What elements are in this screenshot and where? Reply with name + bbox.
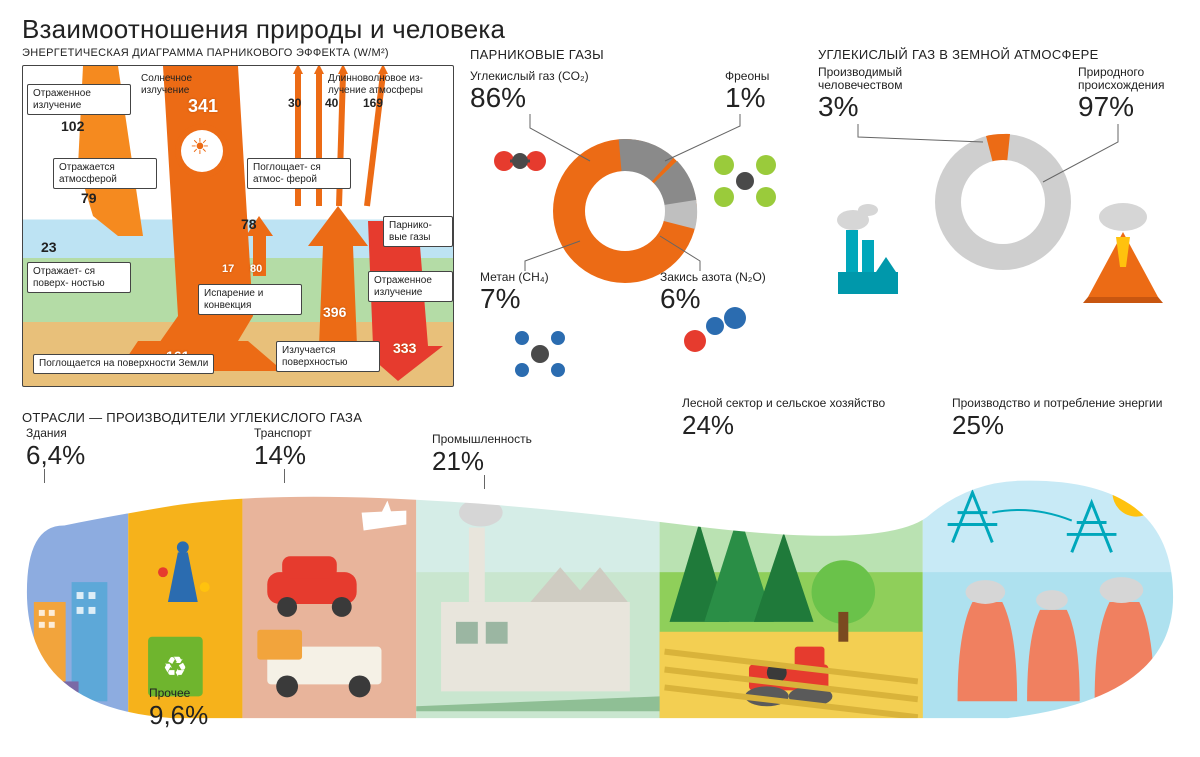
val-40: 40 — [325, 96, 338, 110]
sector-industry: Промышленность21% — [432, 433, 532, 477]
atmosphere-panel: УГЛЕКИСЛЫЙ ГАЗ В ЗЕМНОЙ АТМОСФЕРЕ Произв… — [818, 47, 1178, 387]
svg-text:♻: ♻ — [162, 651, 187, 682]
sector-forestry: Лесной сектор и сельское хозяйство24% — [682, 397, 885, 441]
lbl-absorb-surf: Поглощается на поверхности Земли — [33, 354, 214, 374]
lbl-reflected: Отраженное излучение — [27, 84, 131, 115]
page-title: Взаимоотношения природы и человека — [22, 14, 1196, 45]
sector-buildings: Здания6,4% — [26, 427, 85, 471]
gas-co2: Углекислый газ (CO₂)86% — [470, 70, 589, 114]
footprint: ♻ — [14, 453, 1186, 743]
val-333: 333 — [393, 340, 416, 356]
gas-n2o: Закись азота (N₂O)6% — [660, 271, 766, 315]
gas-freon: Фреоны1% — [725, 70, 769, 114]
lbl-absorb-atm: Поглощает- ся атмос- ферой — [247, 158, 351, 189]
lbl-greenhouse: Парнико- вые газы — [383, 216, 453, 247]
lbl-solar: Солнечное излучение — [136, 70, 238, 99]
val-30: 30 — [288, 96, 301, 110]
val-17: 17 — [222, 263, 234, 275]
gases-panel: ПАРНИКОВЫЕ ГАЗЫ — [470, 47, 800, 406]
freon-molecule-icon — [710, 151, 780, 211]
val-396: 396 — [323, 304, 346, 320]
sector-transport: Транспорт14% — [254, 427, 312, 471]
atm-natural: Природного происхождения97% — [1078, 66, 1178, 123]
val-341: 341 — [188, 96, 218, 117]
lbl-refl-rad: Отраженное излучение — [368, 271, 453, 302]
sector-energy: Производство и потребление энергии25% — [952, 397, 1162, 441]
top-row: ЭНЕРГЕТИЧЕСКАЯ ДИАГРАММА ПАРНИКОВОГО ЭФФ… — [4, 47, 1196, 406]
gases-heading: ПАРНИКОВЫЕ ГАЗЫ — [470, 47, 800, 62]
atmosphere-heading: УГЛЕКИСЛЫЙ ГАЗ В ЗЕМНОЙ АТМОСФЕРЕ — [818, 47, 1178, 62]
sector-other: Прочее9,6% — [149, 687, 208, 731]
lbl-refl-surf: Отражает- ся поверх- ностью — [27, 262, 131, 293]
val-79: 79 — [81, 190, 97, 206]
lbl-evap: Испарение и конвекция — [198, 284, 302, 315]
energy-diagram: ЭНЕРГЕТИЧЕСКАЯ ДИАГРАММА ПАРНИКОВОГО ЭФФ… — [22, 47, 452, 406]
val-102: 102 — [61, 118, 84, 134]
gases-donut-wrap: Углекислый газ (CO₂)86% Фреоны1% Закись … — [470, 66, 800, 406]
val-169: 169 — [363, 96, 383, 110]
lbl-refl-atm: Отражается атмосферой — [53, 158, 157, 189]
atmosphere-donut — [918, 117, 1088, 287]
gas-ch4: Метан (CH₄)7% — [480, 271, 549, 315]
co2-molecule-icon — [490, 136, 550, 186]
atm-human: Производимый человечеством3% — [818, 66, 928, 123]
val-23: 23 — [41, 239, 57, 255]
ch4-molecule-icon — [510, 326, 570, 381]
factory-icon — [828, 202, 918, 302]
volcano-icon — [1068, 197, 1178, 307]
lbl-longwave: Длинноволновое из- лучение атмосферы — [323, 70, 453, 99]
val-78: 78 — [241, 216, 257, 232]
lbl-emit-surf: Излучается поверхностью — [276, 341, 380, 372]
sun-icon — [181, 130, 223, 172]
energy-box: 341 161 396 333 17 80 Отраженное излучен… — [22, 65, 454, 387]
energy-heading: ЭНЕРГЕТИЧЕСКАЯ ДИАГРАММА ПАРНИКОВОГО ЭФФ… — [22, 47, 452, 59]
val-80: 80 — [250, 263, 262, 275]
